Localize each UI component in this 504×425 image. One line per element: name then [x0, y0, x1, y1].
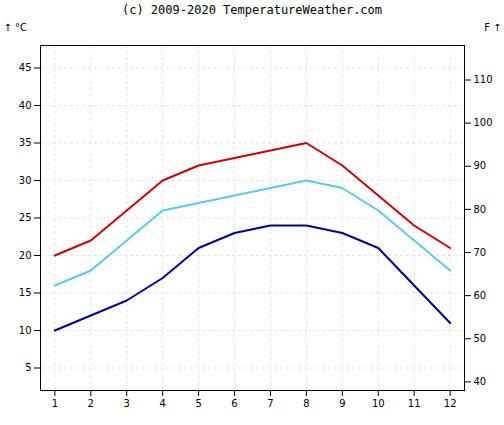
svg-text:10: 10: [19, 325, 32, 336]
svg-text:15: 15: [19, 287, 32, 298]
svg-text:25: 25: [19, 212, 32, 223]
svg-text:40: 40: [474, 376, 487, 387]
html-text:(c) 2009-2020 TemperatureWeath: (c) 2009-2020 TemperatureWeather.com: [122, 3, 382, 17]
svg-text:5: 5: [25, 362, 31, 373]
svg-text:40: 40: [19, 100, 32, 111]
svg-text:100: 100: [474, 117, 493, 128]
svg-text:50: 50: [474, 333, 487, 344]
svg-text:10: 10: [372, 398, 385, 409]
svg-text:35: 35: [19, 137, 32, 148]
svg-text:70: 70: [474, 247, 487, 258]
svg-text:4: 4: [159, 398, 165, 409]
svg-text:8: 8: [303, 398, 309, 409]
svg-text:↑ °C: ↑ °C: [4, 22, 28, 33]
svg-text:80: 80: [474, 204, 487, 215]
svg-text:6: 6: [231, 398, 237, 409]
svg-text:F ↑: F ↑: [484, 22, 501, 33]
svg-text:2: 2: [88, 398, 94, 409]
svg-text:9: 9: [339, 398, 345, 409]
svg-text:3: 3: [124, 398, 130, 409]
svg-text:60: 60: [474, 290, 487, 301]
svg-text:90: 90: [474, 160, 487, 171]
svg-text:12: 12: [444, 398, 457, 409]
svg-text:20: 20: [19, 250, 32, 261]
svg-text:30: 30: [19, 175, 32, 186]
svg-text:5: 5: [195, 398, 201, 409]
svg-text:1: 1: [52, 398, 58, 409]
svg-text:7: 7: [267, 398, 273, 409]
svg-text:11: 11: [408, 398, 421, 409]
svg-text:110: 110: [474, 74, 493, 85]
svg-text:45: 45: [19, 62, 32, 73]
